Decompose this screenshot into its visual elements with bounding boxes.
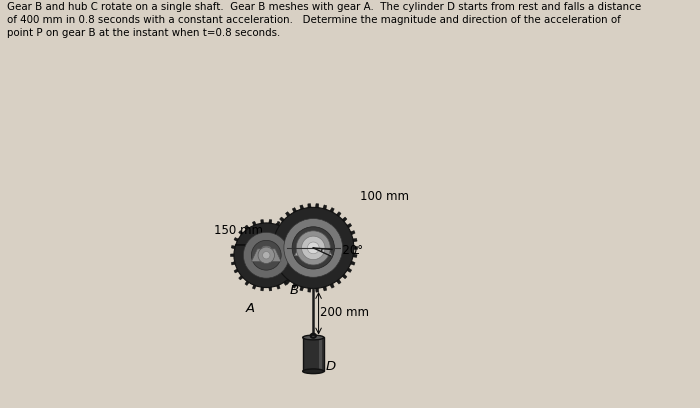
Polygon shape (295, 241, 332, 256)
Polygon shape (270, 253, 275, 257)
Polygon shape (314, 238, 319, 244)
Text: Gear B and hub C rotate on a single shaft.  Gear B meshes with gear A.  The cyli: Gear B and hub C rotate on a single shaf… (7, 2, 641, 38)
Polygon shape (262, 246, 271, 252)
Polygon shape (288, 275, 294, 280)
Text: D: D (326, 360, 336, 373)
Polygon shape (272, 261, 277, 265)
Bar (302, 337, 324, 371)
Polygon shape (279, 273, 286, 279)
Polygon shape (341, 217, 347, 223)
Polygon shape (253, 284, 257, 289)
Polygon shape (239, 275, 244, 280)
Polygon shape (346, 267, 351, 273)
Text: A: A (246, 302, 255, 315)
Polygon shape (276, 221, 280, 227)
Text: 200 mm: 200 mm (320, 306, 369, 319)
Polygon shape (269, 246, 274, 250)
Polygon shape (269, 220, 272, 224)
Polygon shape (329, 208, 335, 213)
Polygon shape (341, 273, 347, 279)
Polygon shape (283, 280, 288, 286)
Polygon shape (234, 268, 239, 273)
Ellipse shape (302, 369, 324, 374)
Text: P: P (331, 254, 339, 267)
Text: B: B (290, 284, 299, 297)
Polygon shape (234, 237, 239, 242)
Polygon shape (323, 205, 327, 211)
Polygon shape (298, 254, 302, 257)
Polygon shape (323, 285, 327, 291)
Circle shape (302, 236, 325, 259)
Polygon shape (296, 246, 301, 249)
Polygon shape (286, 278, 291, 284)
Polygon shape (293, 282, 297, 288)
Polygon shape (293, 268, 299, 273)
Polygon shape (351, 253, 357, 257)
Polygon shape (293, 237, 299, 242)
Polygon shape (308, 204, 312, 209)
Circle shape (284, 219, 343, 277)
Polygon shape (335, 212, 341, 217)
Polygon shape (286, 212, 291, 217)
Polygon shape (349, 261, 355, 265)
Polygon shape (315, 287, 318, 292)
Polygon shape (288, 231, 294, 236)
Polygon shape (245, 280, 250, 286)
Polygon shape (283, 225, 288, 231)
Polygon shape (276, 284, 280, 289)
Ellipse shape (302, 335, 324, 340)
Polygon shape (260, 286, 264, 291)
Polygon shape (275, 267, 281, 273)
Polygon shape (231, 261, 237, 265)
Polygon shape (239, 231, 244, 236)
Circle shape (307, 242, 319, 254)
Polygon shape (275, 224, 281, 228)
Circle shape (296, 231, 330, 265)
Text: 150 mm: 150 mm (214, 224, 263, 237)
Polygon shape (251, 249, 281, 262)
Polygon shape (349, 231, 355, 235)
Polygon shape (308, 287, 312, 292)
Circle shape (251, 240, 281, 270)
Polygon shape (231, 246, 237, 249)
Polygon shape (245, 225, 250, 231)
Bar (319, 337, 322, 371)
Polygon shape (296, 261, 301, 265)
Polygon shape (272, 231, 277, 235)
Polygon shape (307, 238, 313, 244)
Polygon shape (300, 205, 304, 211)
Polygon shape (329, 282, 335, 288)
Polygon shape (230, 254, 235, 257)
Polygon shape (315, 204, 318, 209)
Polygon shape (293, 208, 297, 213)
Polygon shape (253, 221, 257, 227)
Polygon shape (351, 238, 357, 242)
Polygon shape (346, 224, 351, 228)
Circle shape (273, 207, 354, 288)
Polygon shape (269, 286, 272, 291)
Circle shape (262, 252, 270, 259)
Circle shape (234, 223, 299, 288)
Text: ) 20°: ) 20° (333, 244, 363, 257)
Polygon shape (270, 238, 275, 242)
Circle shape (258, 247, 274, 264)
Circle shape (244, 232, 289, 278)
Polygon shape (260, 220, 264, 224)
Polygon shape (353, 246, 358, 250)
Circle shape (292, 227, 335, 269)
Text: 100 mm: 100 mm (360, 190, 409, 203)
Polygon shape (279, 217, 286, 223)
Polygon shape (335, 278, 341, 284)
Polygon shape (300, 285, 304, 291)
